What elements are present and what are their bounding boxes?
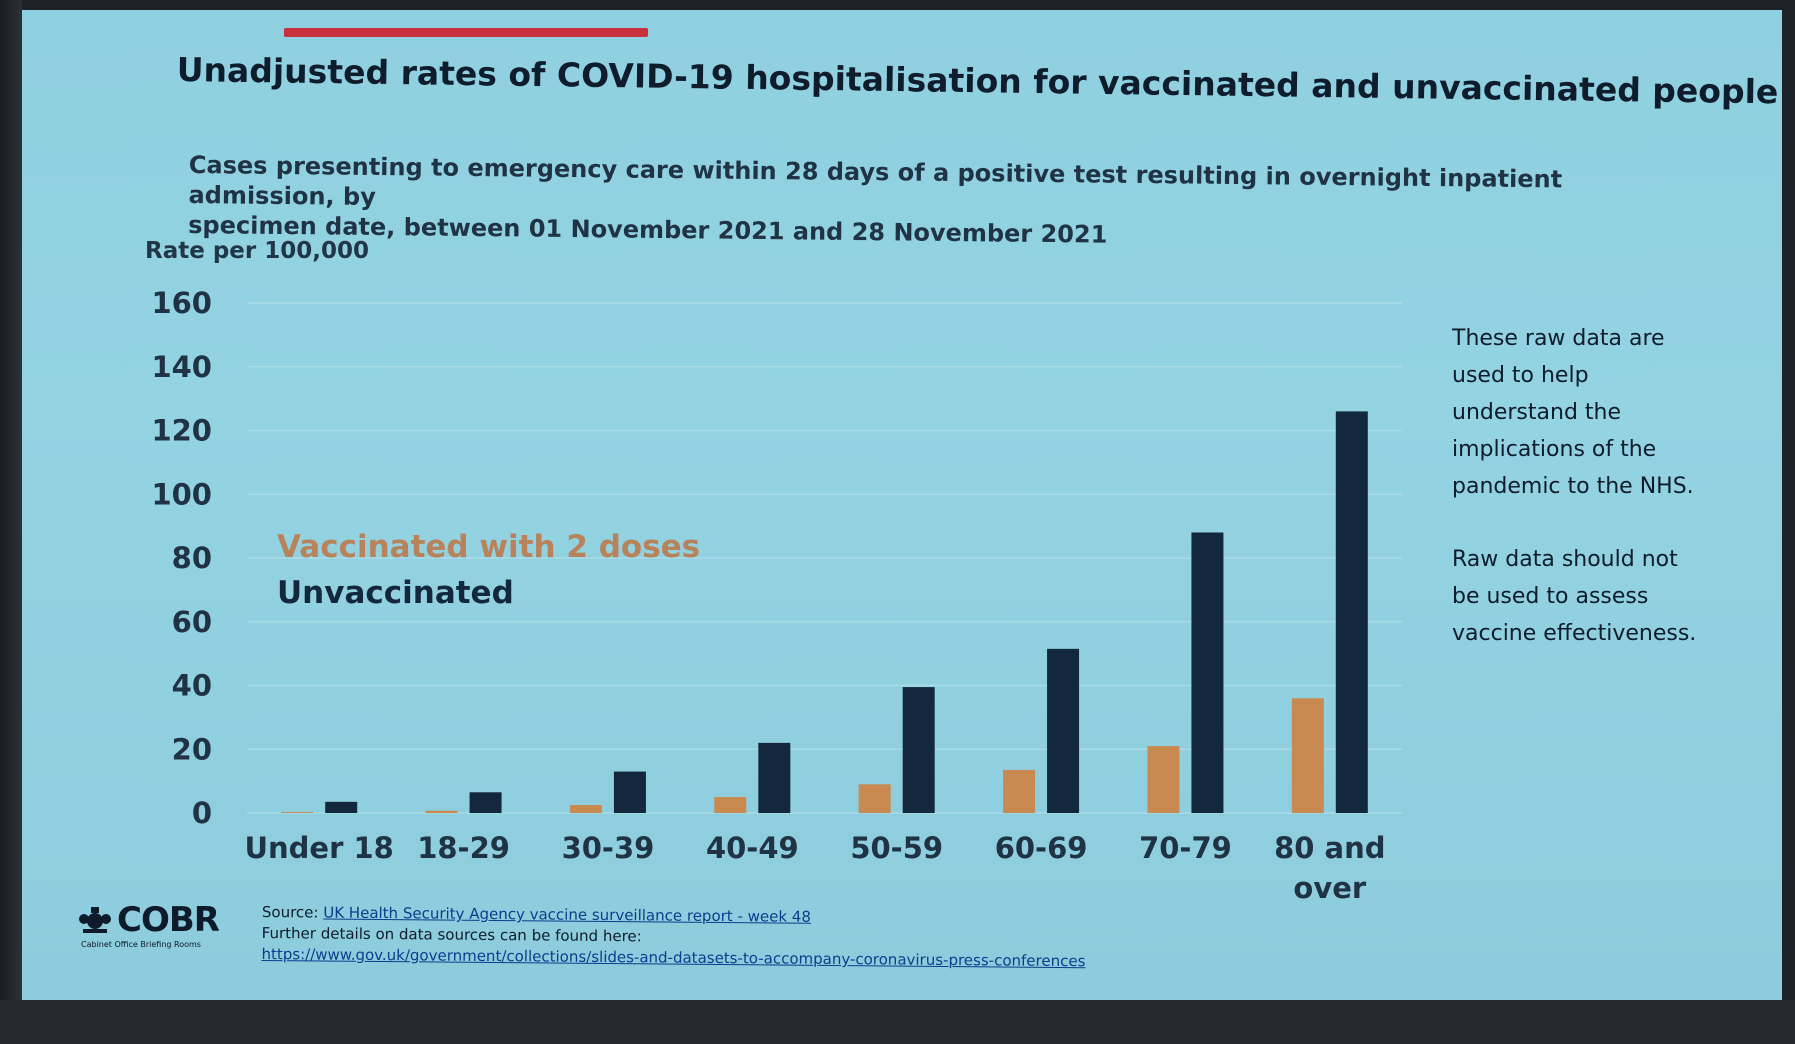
x-tick-label: 30-39 bbox=[562, 831, 655, 865]
y-tick-label: 40 bbox=[172, 669, 212, 703]
side-note-line: Raw data should not bbox=[1452, 547, 1678, 572]
x-tick-label: over bbox=[1293, 871, 1366, 905]
x-tick-label: 50-59 bbox=[850, 831, 943, 865]
side-note-paragraph-2: Raw data should not be used to assess va… bbox=[1452, 541, 1712, 652]
bar-vaccinated bbox=[569, 805, 602, 813]
side-note-paragraph-1: These raw data are used to help understa… bbox=[1452, 320, 1712, 505]
side-note-line: implications of the bbox=[1452, 437, 1657, 462]
y-tick-label: 160 bbox=[151, 286, 212, 320]
projector-frame-left bbox=[0, 0, 22, 1044]
bar-vaccinated bbox=[1003, 769, 1036, 813]
royal-crest-icon bbox=[79, 907, 111, 933]
side-note-line: These raw data are bbox=[1452, 326, 1665, 351]
bar-vaccinated bbox=[858, 784, 891, 813]
side-note-line: used to help bbox=[1452, 363, 1589, 388]
y-tick-label: 100 bbox=[151, 477, 212, 511]
source-report-link[interactable]: UK Health Security Agency vaccine survei… bbox=[323, 903, 812, 926]
y-tick-label: 80 bbox=[172, 541, 212, 575]
bar-unvaccinated bbox=[613, 771, 646, 813]
y-tick-label: 20 bbox=[172, 732, 212, 766]
y-axis-label: Rate per 100,000 bbox=[145, 238, 370, 264]
bar-unvaccinated bbox=[902, 687, 935, 813]
bar-unvaccinated bbox=[1191, 532, 1224, 813]
bar-unvaccinated bbox=[1335, 411, 1368, 813]
bar-unvaccinated bbox=[325, 801, 358, 813]
title-accent-bar bbox=[284, 28, 648, 37]
side-note-line: pandemic to the NHS. bbox=[1452, 474, 1694, 499]
side-note-line: vaccine effectiveness. bbox=[1452, 621, 1697, 646]
x-tick-label: 18-29 bbox=[417, 831, 510, 865]
cobr-subtext: Cabinet Office Briefing Rooms bbox=[81, 940, 201, 949]
bar-unvaccinated bbox=[1047, 648, 1080, 813]
source-note: Source: UK Health Security Agency vaccin… bbox=[261, 902, 1162, 973]
bar-vaccinated bbox=[281, 812, 314, 813]
x-tick-label: Under 18 bbox=[244, 831, 393, 865]
legend-vaccinated: Vaccinated with 2 doses bbox=[277, 529, 700, 565]
bar-unvaccinated bbox=[469, 792, 502, 813]
bar-vaccinated bbox=[1147, 746, 1180, 813]
bar-chart: 0 20 40 60 80 100 120 140 160 Under 18 18-29 30-39 4… bbox=[151, 286, 1402, 905]
legend-unvaccinated: Unvaccinated bbox=[277, 575, 514, 611]
cobr-logo: COBR Cabinet Office Briefing Rooms bbox=[77, 900, 247, 949]
bar-vaccinated bbox=[1291, 698, 1324, 813]
y-tick-label: 0 bbox=[192, 796, 212, 830]
bar-vaccinated bbox=[425, 810, 458, 813]
side-note-line: understand the bbox=[1452, 400, 1622, 425]
cobr-wordmark: COBR bbox=[117, 900, 220, 940]
source-label: Source: bbox=[261, 902, 319, 922]
side-note: These raw data are used to help understa… bbox=[1452, 320, 1712, 688]
x-tick-label: 40-49 bbox=[706, 831, 799, 865]
bar-unvaccinated bbox=[758, 742, 791, 813]
x-tick-label: 80 and bbox=[1274, 831, 1385, 865]
y-tick-label: 60 bbox=[172, 605, 212, 639]
x-tick-label: 60-69 bbox=[995, 831, 1088, 865]
presentation-slide: Unadjusted rates of COVID-19 hospitalisa… bbox=[22, 10, 1782, 1000]
x-tick-label: 70-79 bbox=[1139, 831, 1232, 865]
y-tick-label: 120 bbox=[151, 414, 212, 448]
y-tick-label: 140 bbox=[151, 350, 212, 384]
projector-frame-bottom bbox=[0, 1000, 1795, 1044]
bar-vaccinated bbox=[714, 797, 747, 813]
side-note-line: be used to assess bbox=[1452, 584, 1649, 609]
